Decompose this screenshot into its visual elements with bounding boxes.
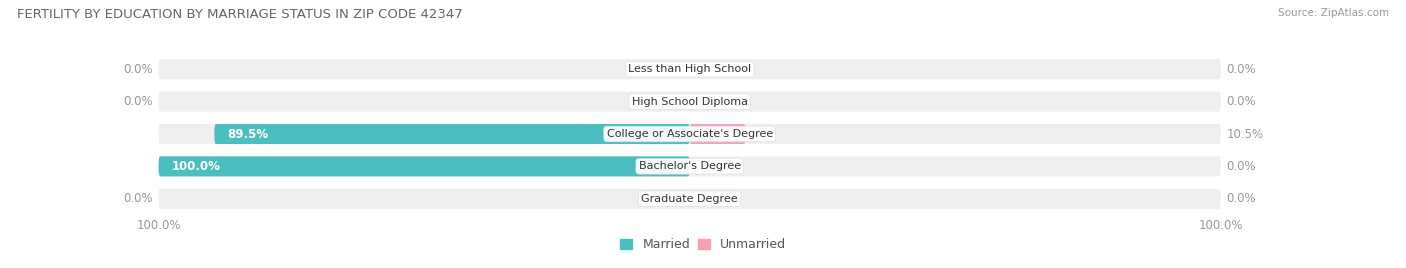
Text: College or Associate's Degree: College or Associate's Degree xyxy=(606,129,773,139)
FancyBboxPatch shape xyxy=(159,189,1220,209)
Text: 0.0%: 0.0% xyxy=(124,63,153,76)
Text: Bachelor's Degree: Bachelor's Degree xyxy=(638,161,741,171)
Text: 0.0%: 0.0% xyxy=(124,192,153,205)
Legend: Married, Unmarried: Married, Unmarried xyxy=(620,238,786,251)
Text: Less than High School: Less than High School xyxy=(628,64,751,74)
Text: 0.0%: 0.0% xyxy=(1226,95,1256,108)
Text: 0.0%: 0.0% xyxy=(1226,160,1256,173)
FancyBboxPatch shape xyxy=(159,156,690,176)
FancyBboxPatch shape xyxy=(159,92,1220,112)
Text: 0.0%: 0.0% xyxy=(124,95,153,108)
Text: Source: ZipAtlas.com: Source: ZipAtlas.com xyxy=(1278,8,1389,18)
FancyBboxPatch shape xyxy=(690,124,745,144)
Text: 100.0%: 100.0% xyxy=(172,160,221,173)
Text: 0.0%: 0.0% xyxy=(1226,192,1256,205)
FancyBboxPatch shape xyxy=(159,124,1220,144)
Text: 89.5%: 89.5% xyxy=(228,128,269,140)
FancyBboxPatch shape xyxy=(159,156,1220,176)
Text: High School Diploma: High School Diploma xyxy=(631,97,748,107)
Text: 100.0%: 100.0% xyxy=(136,219,181,232)
FancyBboxPatch shape xyxy=(159,59,1220,79)
Text: 100.0%: 100.0% xyxy=(1199,219,1243,232)
Text: 0.0%: 0.0% xyxy=(1226,63,1256,76)
FancyBboxPatch shape xyxy=(214,124,690,144)
Text: 10.5%: 10.5% xyxy=(1226,128,1264,140)
Text: Graduate Degree: Graduate Degree xyxy=(641,194,738,204)
Text: FERTILITY BY EDUCATION BY MARRIAGE STATUS IN ZIP CODE 42347: FERTILITY BY EDUCATION BY MARRIAGE STATU… xyxy=(17,8,463,21)
